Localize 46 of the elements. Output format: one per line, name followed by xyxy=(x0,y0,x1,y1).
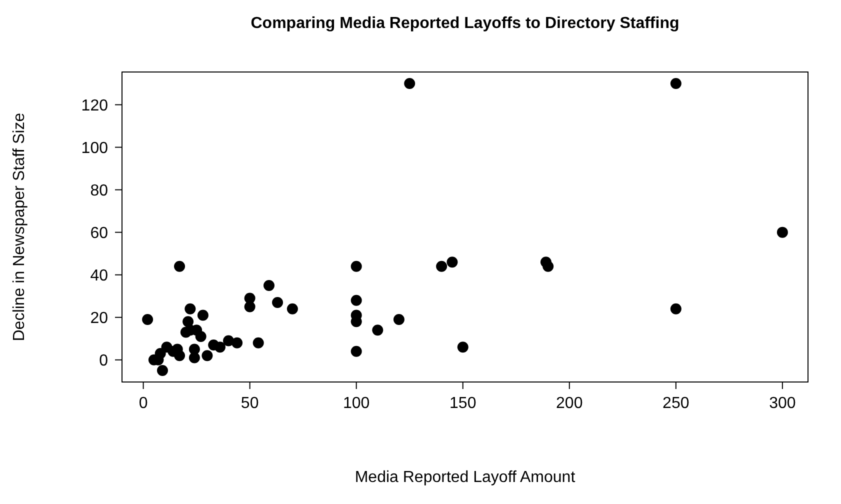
point xyxy=(272,296,284,308)
point xyxy=(244,301,256,312)
y-tick-label: 80 xyxy=(90,182,108,200)
x-tick-label: 150 xyxy=(450,395,476,412)
x-axis-title: Media Reported Layoff Amount xyxy=(354,469,576,486)
x-tick-label: 50 xyxy=(240,395,259,412)
y-tick-label: 0 xyxy=(99,352,108,370)
x-tick-label: 300 xyxy=(769,395,796,412)
point xyxy=(202,350,213,362)
point xyxy=(446,256,458,268)
point xyxy=(776,226,788,238)
point xyxy=(174,260,186,272)
point xyxy=(670,78,682,89)
point xyxy=(393,314,404,325)
x-tick-label: 250 xyxy=(662,395,690,412)
point xyxy=(188,352,200,364)
point xyxy=(264,280,274,291)
point xyxy=(142,314,154,325)
y-tick-label: 100 xyxy=(81,140,108,157)
y-tick-label: 120 xyxy=(81,97,108,114)
x-tick-label: 200 xyxy=(556,395,583,412)
point xyxy=(252,337,264,348)
point xyxy=(372,324,384,336)
y-tick-label: 60 xyxy=(90,224,108,242)
x-tick-label: 0 xyxy=(138,395,148,412)
point xyxy=(182,316,194,328)
point xyxy=(436,260,448,272)
point xyxy=(670,303,682,314)
point xyxy=(404,78,416,89)
point xyxy=(214,342,226,353)
point xyxy=(197,310,208,321)
point xyxy=(286,303,298,314)
point xyxy=(156,365,168,376)
point xyxy=(232,337,243,348)
point xyxy=(184,303,196,314)
y-tick-label: 40 xyxy=(90,267,108,284)
y-axis-title: Decline in Newspaper Staff Size xyxy=(11,112,28,342)
point xyxy=(457,342,468,353)
point xyxy=(350,346,362,357)
chart-title: Comparing Media Reported Layoffs to Directory Staffing xyxy=(250,15,680,32)
y-tick-label: 20 xyxy=(90,310,108,327)
point xyxy=(350,294,362,306)
point xyxy=(195,331,206,342)
x-tick-label: 100 xyxy=(342,395,370,412)
point xyxy=(350,260,362,272)
point xyxy=(542,260,554,272)
